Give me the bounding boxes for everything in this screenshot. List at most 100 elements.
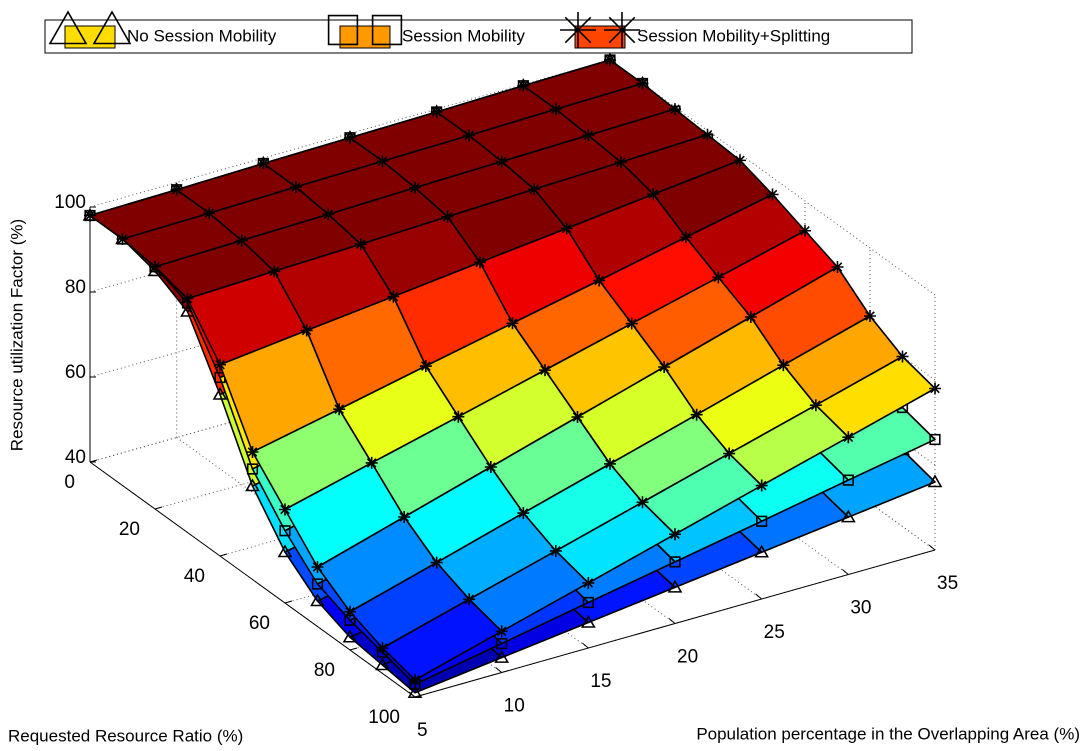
y-tick xyxy=(414,694,423,698)
data-marker xyxy=(354,238,367,251)
data-marker xyxy=(376,155,389,168)
legend-marker xyxy=(92,10,132,45)
data-marker xyxy=(463,593,476,606)
data-marker xyxy=(344,614,356,626)
data-marker xyxy=(441,210,454,223)
legend-label: No Session Mobility xyxy=(127,26,277,45)
z-axis-title: Resource utilization Factor (%) xyxy=(7,219,26,451)
data-marker xyxy=(582,129,595,142)
z-tick-label: 100 xyxy=(54,192,86,213)
data-marker xyxy=(300,324,313,337)
y-tick-label: 20 xyxy=(119,519,140,540)
z-tick-label: 60 xyxy=(65,362,86,383)
data-marker xyxy=(667,579,683,593)
legend-marker xyxy=(560,12,596,48)
data-marker xyxy=(840,509,856,523)
data-marker xyxy=(484,461,497,473)
data-marker xyxy=(289,181,302,194)
y-tick xyxy=(89,459,98,463)
data-marker xyxy=(560,222,573,235)
x-axis-title: Population percentage in the Overlapping… xyxy=(696,724,1080,743)
legend-marker xyxy=(371,14,403,46)
data-marker xyxy=(181,292,194,305)
data-marker xyxy=(571,411,584,423)
data-marker xyxy=(580,614,596,628)
x-tick xyxy=(928,544,936,551)
y-tick xyxy=(154,506,163,510)
data-marker xyxy=(279,503,291,516)
data-marker xyxy=(116,233,129,245)
y-tick-label: 0 xyxy=(64,472,75,493)
legend-swatch xyxy=(64,25,116,49)
data-marker xyxy=(604,457,616,470)
data-marker xyxy=(690,408,703,421)
data-marker xyxy=(755,479,768,492)
legend-marker xyxy=(604,12,640,48)
z-tick-label: 80 xyxy=(65,277,86,298)
y-axis-title: Requested Resource Ratio (%) xyxy=(8,726,243,745)
data-marker xyxy=(149,260,161,273)
data-marker xyxy=(831,261,844,273)
data-marker xyxy=(712,271,725,284)
data-marker xyxy=(636,77,649,90)
data-marker xyxy=(214,358,226,371)
data-marker xyxy=(896,350,909,363)
data-marker xyxy=(495,155,508,168)
data-marker xyxy=(593,274,606,287)
data-marker xyxy=(495,625,508,638)
data-marker xyxy=(257,157,270,170)
legend-marker xyxy=(327,14,359,46)
data-marker xyxy=(344,605,356,618)
legend-swatch xyxy=(574,25,626,49)
data-marker xyxy=(842,474,854,486)
data-marker xyxy=(419,360,432,373)
data-marker xyxy=(723,447,736,460)
data-marker xyxy=(864,310,876,322)
data-marker xyxy=(311,578,324,590)
x-tick xyxy=(842,569,849,575)
data-marker xyxy=(517,79,530,92)
data-marker xyxy=(809,399,822,412)
data-marker xyxy=(929,433,941,446)
data-marker xyxy=(409,181,421,194)
data-marker xyxy=(582,596,594,609)
data-marker xyxy=(754,544,770,558)
data-marker xyxy=(927,474,943,488)
data-marker xyxy=(669,556,681,568)
data-marker xyxy=(474,256,486,269)
data-marker xyxy=(496,638,508,650)
x-tick xyxy=(755,593,762,600)
data-marker xyxy=(398,511,411,523)
data-marker xyxy=(679,231,692,244)
data-marker xyxy=(245,478,260,492)
data-marker xyxy=(658,361,671,373)
data-marker xyxy=(365,456,378,469)
z-tick-label: 40 xyxy=(65,447,86,468)
data-marker xyxy=(528,183,541,196)
data-marker xyxy=(604,54,616,66)
data-marker xyxy=(212,386,228,400)
data-marker xyxy=(636,496,649,509)
legend: No Session Mobility Session Mobility Sessi… xyxy=(44,10,913,54)
data-marker xyxy=(582,576,595,589)
data-marker xyxy=(279,525,291,537)
data-marker xyxy=(734,154,746,167)
data-marker xyxy=(214,371,226,384)
x-tick xyxy=(495,667,502,673)
data-marker xyxy=(701,128,714,141)
data-marker xyxy=(766,188,779,201)
data-marker xyxy=(170,183,183,196)
y-tick xyxy=(349,647,358,651)
data-marker xyxy=(929,382,941,395)
data-marker xyxy=(344,131,356,144)
data-marker xyxy=(777,359,790,372)
data-marker xyxy=(407,685,423,699)
x-tick-label: 25 xyxy=(764,622,785,643)
data-marker xyxy=(311,561,324,573)
data-marker xyxy=(333,403,346,416)
data-marker xyxy=(625,317,638,330)
data-marker xyxy=(430,105,443,118)
legend-swatch xyxy=(339,25,391,49)
data-marker xyxy=(430,556,443,569)
